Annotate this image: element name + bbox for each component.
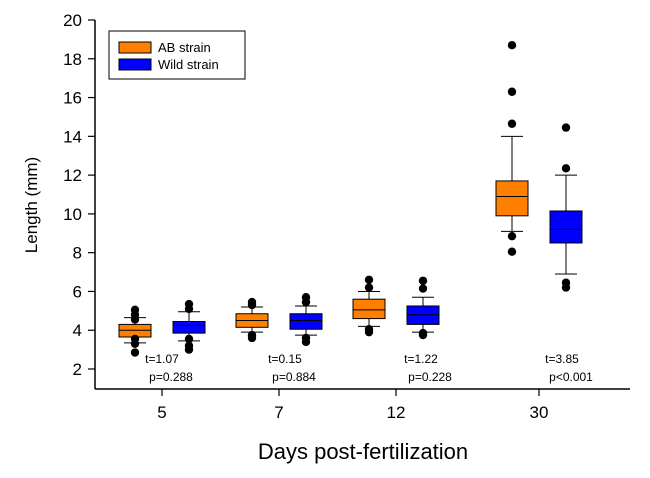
y-tick-label: 8: [73, 244, 82, 263]
outlier-point: [130, 348, 140, 357]
box-iqr: [172, 320, 206, 334]
legend-swatch-wild-strain: [118, 58, 152, 71]
outlier-point: [507, 231, 517, 241]
box-ab-strain-day-12: [352, 275, 386, 337]
y-tick-label: 14: [63, 127, 82, 146]
outlier-point: [561, 123, 571, 132]
outlier-point: [364, 283, 374, 292]
box-ab-strain-day-7: [235, 297, 269, 343]
y-tick-label: 12: [63, 166, 82, 185]
outlier-point: [418, 328, 428, 338]
t-statistic-label: t=1.22: [404, 352, 438, 366]
t-statistic-label: t=0.15: [268, 352, 302, 366]
outlier-point: [507, 87, 517, 96]
outlier-point: [184, 334, 194, 344]
y-tick-label: 2: [73, 360, 82, 379]
outlier-point: [364, 275, 374, 285]
outlier-point: [301, 333, 311, 343]
x-tick-label: 7: [274, 403, 283, 422]
x-tick-label: 12: [387, 403, 406, 422]
x-axis-title: Days post-fertilization: [258, 439, 468, 464]
outlier-point: [247, 297, 257, 307]
p-value-label: p=0.288: [149, 370, 193, 384]
p-value-label: p=0.884: [272, 370, 316, 384]
y-tick-label: 18: [63, 50, 82, 69]
outlier-point: [364, 325, 374, 334]
outlier-point: [247, 330, 257, 340]
box-wild-strain-day-12: [406, 276, 440, 340]
legend-label-wild-strain: Wild strain: [158, 57, 219, 72]
p-value-label: p=0.228: [408, 370, 452, 384]
legend-label-ab-strain: AB strain: [158, 40, 211, 55]
box-iqr: [549, 210, 583, 244]
outlier-point: [561, 278, 571, 287]
legend: AB strain Wild strain: [108, 30, 246, 80]
y-tick-label: 6: [73, 282, 82, 301]
legend-frame: [108, 30, 246, 80]
x-tick-label: 30: [530, 403, 549, 422]
box-ab-strain-day-5: [118, 305, 152, 357]
outlier-point: [507, 247, 517, 256]
box-wild-strain-day-7: [289, 293, 323, 347]
outlier-point: [184, 341, 194, 350]
outlier-point: [130, 305, 140, 315]
box-ab-strain-day-30: [495, 41, 529, 256]
outlier-point: [301, 293, 311, 302]
t-statistic-label: t=1.07: [145, 352, 179, 366]
y-tick-label: 20: [63, 11, 82, 30]
legend-swatch-ab-strain: [118, 41, 152, 54]
outlier-point: [130, 334, 140, 344]
box-wild-strain-day-30: [549, 123, 583, 292]
y-tick-label: 16: [63, 89, 82, 108]
box-iqr: [352, 298, 386, 320]
outlier-point: [507, 119, 517, 128]
y-axis-title: Length (mm): [22, 157, 41, 253]
p-value-label: p<0.001: [549, 370, 593, 384]
y-tick-label: 4: [73, 321, 82, 340]
t-statistic-label: t=3.85: [545, 352, 579, 366]
x-tick-label: 5: [157, 403, 166, 422]
box-iqr: [289, 313, 323, 330]
y-tick-label: 10: [63, 205, 82, 224]
outlier-point: [418, 284, 428, 293]
outlier-point: [507, 41, 517, 50]
outlier-point: [561, 164, 571, 173]
box-iqr: [495, 180, 529, 217]
outlier-point: [184, 299, 194, 309]
box-wild-strain-day-5: [172, 299, 206, 354]
outlier-point: [418, 276, 428, 285]
